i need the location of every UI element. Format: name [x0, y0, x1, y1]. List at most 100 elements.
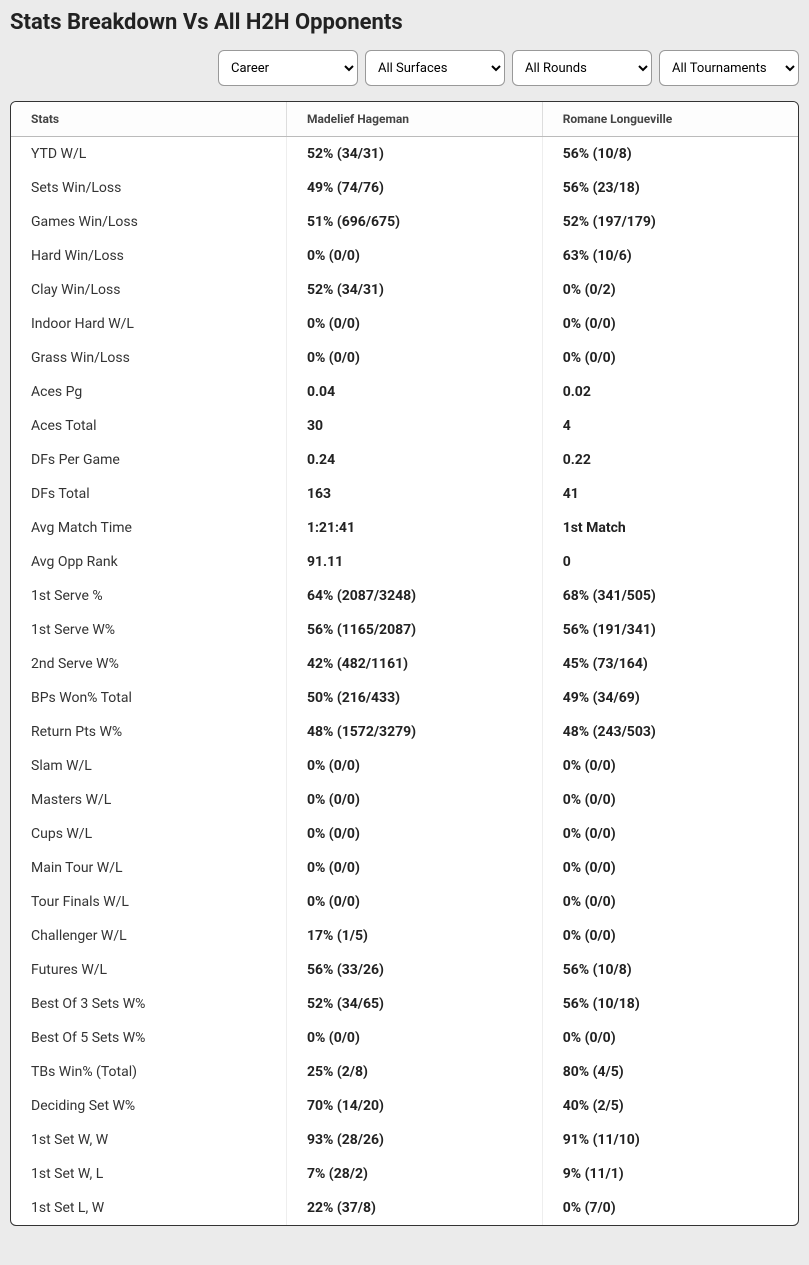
filter-surface[interactable]: All Surfaces	[365, 50, 505, 86]
filter-tournament[interactable]: All Tournaments	[659, 50, 799, 86]
stat-label: 1st Serve %	[11, 579, 286, 613]
table-row: Tour Finals W/L0% (0/0)0% (0/0)	[11, 885, 798, 919]
table-row: 1st Set W, W93% (28/26)91% (11/10)	[11, 1123, 798, 1157]
table-row: Cups W/L0% (0/0)0% (0/0)	[11, 817, 798, 851]
stat-value-p2: 1st Match	[542, 511, 798, 545]
col-header-player2: Romane Longueville	[542, 102, 798, 137]
stat-value-p1: 1:21:41	[286, 511, 542, 545]
table-row: Games Win/Loss51% (696/675)52% (197/179)	[11, 205, 798, 239]
stat-value-p2: 80% (4/5)	[542, 1055, 798, 1089]
stat-label: Slam W/L	[11, 749, 286, 783]
table-row: Avg Opp Rank91.110	[11, 545, 798, 579]
table-row: Avg Match Time1:21:411st Match	[11, 511, 798, 545]
stat-label: Aces Total	[11, 409, 286, 443]
stat-label: Cups W/L	[11, 817, 286, 851]
table-row: Masters W/L0% (0/0)0% (0/0)	[11, 783, 798, 817]
stat-value-p2: 41	[542, 477, 798, 511]
table-row: Main Tour W/L0% (0/0)0% (0/0)	[11, 851, 798, 885]
stat-value-p2: 0	[542, 545, 798, 579]
stat-label: Games Win/Loss	[11, 205, 286, 239]
stat-value-p1: 0% (0/0)	[286, 783, 542, 817]
table-row: Hard Win/Loss0% (0/0)63% (10/6)	[11, 239, 798, 273]
stat-value-p2: 0.22	[542, 443, 798, 477]
stat-label: YTD W/L	[11, 137, 286, 172]
stat-value-p2: 68% (341/505)	[542, 579, 798, 613]
stat-value-p2: 0% (0/0)	[542, 341, 798, 375]
stat-label: Avg Opp Rank	[11, 545, 286, 579]
table-row: 1st Serve %64% (2087/3248)68% (341/505)	[11, 579, 798, 613]
stat-label: 1st Set W, W	[11, 1123, 286, 1157]
stat-value-p1: 0% (0/0)	[286, 749, 542, 783]
stat-value-p1: 0% (0/0)	[286, 307, 542, 341]
stat-value-p1: 70% (14/20)	[286, 1089, 542, 1123]
table-row: 1st Set W, L7% (28/2)9% (11/1)	[11, 1157, 798, 1191]
table-row: 1st Serve W%56% (1165/2087)56% (191/341)	[11, 613, 798, 647]
stat-value-p2: 49% (34/69)	[542, 681, 798, 715]
stat-value-p2: 56% (10/18)	[542, 987, 798, 1021]
stat-label: Avg Match Time	[11, 511, 286, 545]
col-header-player1: Madelief Hageman	[286, 102, 542, 137]
table-row: 1st Set L, W22% (37/8)0% (7/0)	[11, 1191, 798, 1225]
table-row: Challenger W/L17% (1/5)0% (0/0)	[11, 919, 798, 953]
stat-label: Hard Win/Loss	[11, 239, 286, 273]
stat-value-p1: 50% (216/433)	[286, 681, 542, 715]
stat-value-p2: 56% (10/8)	[542, 137, 798, 172]
stat-value-p1: 91.11	[286, 545, 542, 579]
stat-label: 2nd Serve W%	[11, 647, 286, 681]
stat-value-p2: 52% (197/179)	[542, 205, 798, 239]
table-row: Sets Win/Loss49% (74/76)56% (23/18)	[11, 171, 798, 205]
stat-value-p1: 0% (0/0)	[286, 885, 542, 919]
filter-round[interactable]: All Rounds	[512, 50, 652, 86]
stat-label: DFs Per Game	[11, 443, 286, 477]
stat-label: Grass Win/Loss	[11, 341, 286, 375]
stats-table: Stats Madelief Hageman Romane Longuevill…	[11, 102, 798, 1225]
table-row: 2nd Serve W%42% (482/1161)45% (73/164)	[11, 647, 798, 681]
stat-value-p1: 56% (1165/2087)	[286, 613, 542, 647]
stat-label: Best Of 3 Sets W%	[11, 987, 286, 1021]
stat-label: Challenger W/L	[11, 919, 286, 953]
stat-label: DFs Total	[11, 477, 286, 511]
stat-value-p1: 52% (34/31)	[286, 273, 542, 307]
filter-period[interactable]: Career	[218, 50, 358, 86]
stat-value-p2: 45% (73/164)	[542, 647, 798, 681]
stat-value-p1: 52% (34/65)	[286, 987, 542, 1021]
page-title: Stats Breakdown Vs All H2H Opponents	[10, 10, 799, 35]
stat-value-p2: 0% (0/2)	[542, 273, 798, 307]
table-row: DFs Total16341	[11, 477, 798, 511]
table-row: Aces Pg0.040.02	[11, 375, 798, 409]
stat-value-p1: 25% (2/8)	[286, 1055, 542, 1089]
table-row: BPs Won% Total50% (216/433)49% (34/69)	[11, 681, 798, 715]
stat-value-p1: 0.04	[286, 375, 542, 409]
table-row: DFs Per Game0.240.22	[11, 443, 798, 477]
stat-value-p1: 93% (28/26)	[286, 1123, 542, 1157]
stat-label: Masters W/L	[11, 783, 286, 817]
stat-value-p1: 0% (0/0)	[286, 1021, 542, 1055]
table-row: Return Pts W%48% (1572/3279)48% (243/503…	[11, 715, 798, 749]
stat-value-p2: 91% (11/10)	[542, 1123, 798, 1157]
stat-value-p1: 42% (482/1161)	[286, 647, 542, 681]
stat-value-p1: 64% (2087/3248)	[286, 579, 542, 613]
stat-value-p2: 48% (243/503)	[542, 715, 798, 749]
stat-value-p2: 4	[542, 409, 798, 443]
stat-label: 1st Set L, W	[11, 1191, 286, 1225]
stat-value-p1: 17% (1/5)	[286, 919, 542, 953]
stat-value-p1: 163	[286, 477, 542, 511]
stat-value-p1: 0% (0/0)	[286, 341, 542, 375]
table-row: Best Of 3 Sets W%52% (34/65)56% (10/18)	[11, 987, 798, 1021]
stat-value-p2: 0% (0/0)	[542, 1021, 798, 1055]
stat-label: Futures W/L	[11, 953, 286, 987]
stat-value-p1: 30	[286, 409, 542, 443]
stat-value-p2: 9% (11/1)	[542, 1157, 798, 1191]
stat-value-p1: 51% (696/675)	[286, 205, 542, 239]
table-row: Futures W/L56% (33/26)56% (10/8)	[11, 953, 798, 987]
table-row: Aces Total304	[11, 409, 798, 443]
table-row: Slam W/L0% (0/0)0% (0/0)	[11, 749, 798, 783]
stat-value-p2: 0.02	[542, 375, 798, 409]
stat-value-p1: 0% (0/0)	[286, 817, 542, 851]
stats-table-container: Stats Madelief Hageman Romane Longuevill…	[10, 101, 799, 1226]
stat-label: Best Of 5 Sets W%	[11, 1021, 286, 1055]
stat-value-p1: 49% (74/76)	[286, 171, 542, 205]
table-row: Grass Win/Loss0% (0/0)0% (0/0)	[11, 341, 798, 375]
stat-value-p2: 56% (23/18)	[542, 171, 798, 205]
table-row: Best Of 5 Sets W%0% (0/0)0% (0/0)	[11, 1021, 798, 1055]
